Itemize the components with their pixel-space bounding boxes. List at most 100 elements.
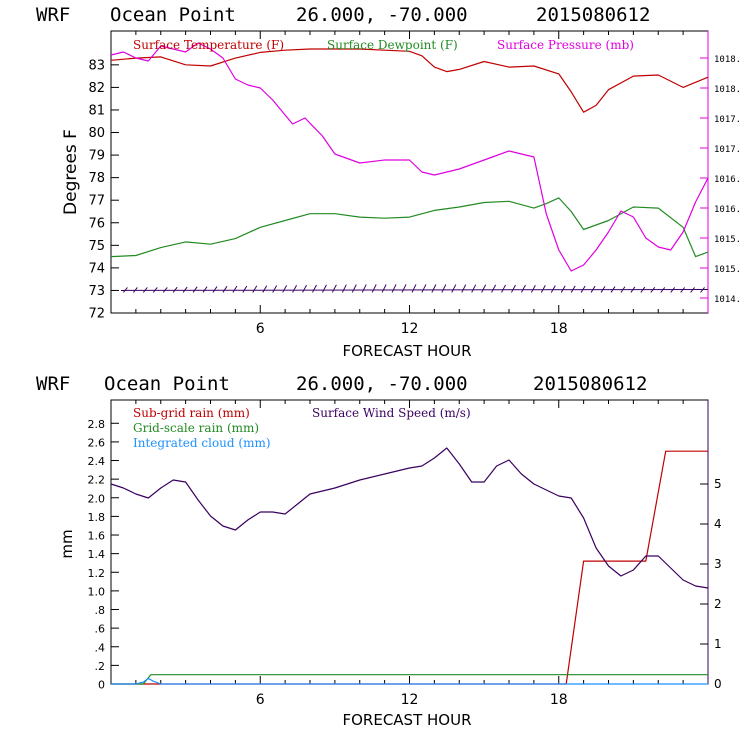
wind-barb xyxy=(451,284,457,293)
panel2-xtick-label-18: 18 xyxy=(550,692,568,708)
panel1-series-surface-temperature-f xyxy=(110,48,709,113)
panel2-ytick-label: .2 xyxy=(95,660,106,673)
panel1-y2tick-label: 1016.5 xyxy=(714,175,740,185)
panel1-ytick-label: 78 xyxy=(88,171,105,186)
panel2-header: WRF Ocean Point 26.000, -70.000 20150806… xyxy=(36,373,647,395)
wind-barb xyxy=(421,284,427,293)
panel2-ytick-label: 2.6 xyxy=(88,436,106,449)
panel1-xtick-label-12: 12 xyxy=(401,321,419,337)
wind-barb xyxy=(680,287,686,293)
panel2-y2tick-label: 5 xyxy=(714,477,722,491)
panel1-y2tick-label: 1016.0 xyxy=(714,205,740,215)
wind-barb xyxy=(331,284,337,293)
wind-barb xyxy=(431,284,437,293)
panel2-series-sub-grid-rain-mm xyxy=(111,450,708,685)
wind-barb xyxy=(530,285,536,293)
wind-barb xyxy=(182,286,188,293)
wind-barb xyxy=(481,284,487,293)
panel1-y2tick-label: 1015.0 xyxy=(714,265,740,275)
wind-barb xyxy=(570,285,576,293)
wind-barb xyxy=(501,284,506,293)
panel2-series xyxy=(110,447,709,685)
panel1-xlabel: FORECAST HOUR xyxy=(342,342,471,360)
panel1-y2tick-label: 1014.5 xyxy=(714,295,740,305)
panel1-axes: 6 12 18 72 73 74 75 76 77 78 79 80 81 82 83 1014.5 1015.… xyxy=(88,31,740,337)
wind-barb xyxy=(411,284,417,293)
panel1-ytick-label: 74 xyxy=(88,261,105,276)
wind-barb xyxy=(600,286,606,293)
wind-barb xyxy=(491,284,497,293)
wind-barb xyxy=(441,284,447,293)
panel2-ytick-label: 1.6 xyxy=(88,530,106,543)
panel1-ytick-label: 73 xyxy=(88,284,105,299)
panel1-header: WRF Ocean Point 26.000, -70.000 20150806… xyxy=(36,4,650,26)
panel1-wind-barbs xyxy=(120,284,709,293)
panel1-coords: 26.000, -70.000 xyxy=(296,4,468,26)
panel2-y2tick-label: 2 xyxy=(714,597,722,611)
panel1-series xyxy=(110,42,709,272)
wind-barb xyxy=(520,284,526,293)
panel1-series-surface-pressure-mb xyxy=(110,42,709,272)
panel1-ytick-label: 72 xyxy=(88,307,105,322)
panel1-ytick-label: 83 xyxy=(88,58,105,73)
panel1-xtick-label-18: 18 xyxy=(550,321,568,337)
legend-subgrid-rain: Sub-grid rain (mm) xyxy=(133,406,250,420)
panel1-ytick-label: 76 xyxy=(88,216,105,231)
panel2-ytick-label: 1.0 xyxy=(88,585,106,598)
panel2-y2tick-label: 3 xyxy=(714,557,722,571)
panel2-xtick-label-12: 12 xyxy=(401,692,419,708)
wind-barb xyxy=(630,286,636,293)
panel2-ytick-label: .4 xyxy=(95,641,106,654)
wind-barb xyxy=(341,284,347,293)
panel1-y2tick-label: 1015.5 xyxy=(714,235,740,245)
panel2-coords: 26.000, -70.000 xyxy=(296,373,468,395)
legend-surface-temperature: Surface Temperature (F) xyxy=(133,38,284,52)
panel2-axes: 6 12 180.2.4.6.81.01.21.41.61.82.02.22.42.… xyxy=(88,400,722,708)
panel1-ytick-label: 80 xyxy=(88,126,105,141)
panel2-ytick-label: .8 xyxy=(95,604,106,617)
wind-barb xyxy=(252,285,258,293)
panel1-y2tick-label: 1017.0 xyxy=(714,145,740,155)
wind-barb xyxy=(212,286,218,293)
wind-barb xyxy=(321,284,327,293)
wind-barb xyxy=(391,284,397,293)
wind-barb xyxy=(461,284,467,293)
wind-barb xyxy=(580,285,586,293)
wind-barb xyxy=(640,286,646,293)
panel2-ytick-label: 2.0 xyxy=(88,492,106,505)
legend-gridscale-rain: Grid-scale rain (mm) xyxy=(133,421,259,435)
panel1-run: 2015080612 xyxy=(536,4,650,26)
wind-barb xyxy=(471,284,477,293)
wind-barb xyxy=(401,284,407,293)
panel1-ytick-label: 79 xyxy=(88,149,105,164)
wind-barb xyxy=(123,287,128,293)
panel1-location: Ocean Point xyxy=(110,4,236,26)
panel2-ytick-label: 2.8 xyxy=(88,418,106,431)
wind-barb xyxy=(700,287,705,293)
legend-surface-dewpoint: Surface Dewpoint (F) xyxy=(327,38,458,52)
wind-barb xyxy=(172,286,178,293)
panel1-y2tick-label: 1018.5 xyxy=(714,55,740,65)
panel2-ytick-label: 0 xyxy=(98,679,105,692)
wind-barb xyxy=(381,284,387,293)
panel2-xtick-label-6: 6 xyxy=(256,692,265,708)
panel2-ylabel: mm xyxy=(58,529,76,558)
wind-barb xyxy=(292,284,298,293)
wind-barb xyxy=(540,285,546,293)
wind-barb xyxy=(660,287,666,293)
wind-barb xyxy=(162,287,168,293)
wind-barb xyxy=(302,284,307,293)
panel1-y2tick-label: 1017.5 xyxy=(714,115,740,125)
wind-barb xyxy=(192,286,198,293)
panel1-series-surface-dewpoint-f xyxy=(110,197,709,258)
panel1-plot-frame xyxy=(110,30,709,314)
wind-barb xyxy=(610,286,616,293)
panel2-ytick-label: .6 xyxy=(95,623,106,636)
wind-barb xyxy=(272,285,278,293)
wind-barb xyxy=(511,284,516,293)
wind-barb-baseline xyxy=(120,288,709,291)
panel2-y2tick-label: 4 xyxy=(714,517,722,531)
wind-barb xyxy=(620,286,626,293)
panel2-run: 2015080612 xyxy=(533,373,647,395)
